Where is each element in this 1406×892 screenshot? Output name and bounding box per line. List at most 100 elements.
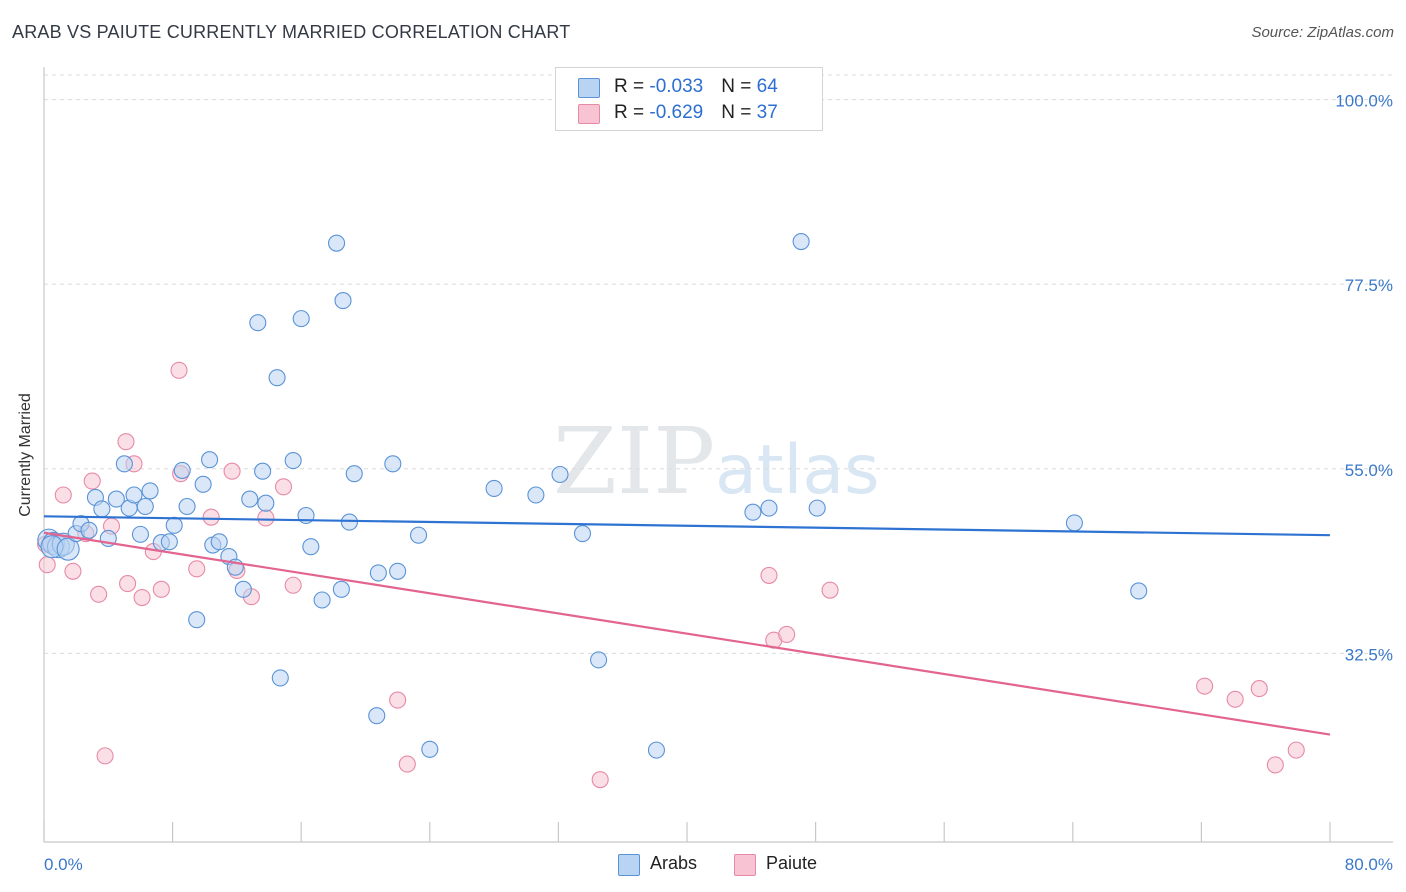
point-arabs	[292, 310, 310, 328]
point-paiute	[96, 747, 114, 765]
point-arabs	[173, 461, 191, 479]
point-arabs	[194, 475, 212, 493]
y-tick-label: 55.0%	[1345, 461, 1393, 480]
point-arabs	[201, 451, 219, 469]
point-paiute	[54, 486, 72, 504]
point-paiute	[760, 566, 778, 584]
point-paiute	[284, 576, 302, 594]
point-arabs	[808, 499, 826, 517]
point-paiute	[90, 585, 108, 603]
point-paiute	[1196, 677, 1214, 695]
axis-layer	[43, 67, 1393, 843]
tick-label-layer: 32.5% 55.0% 77.5% 100.0% 0.0% 80.0%	[44, 92, 1393, 874]
point-arabs	[313, 591, 331, 609]
y-tick-label: 77.5%	[1345, 276, 1393, 295]
legend-swatch-paiute	[734, 854, 756, 876]
point-paiute	[389, 691, 407, 709]
grid-layer	[44, 74, 1393, 654]
legend-label-paiute: Paiute	[766, 853, 818, 873]
watermark-zip: ZIP	[553, 408, 716, 515]
legend-swatch-arabs	[618, 854, 640, 876]
point-paiute	[778, 625, 796, 644]
trendline-paiute	[43, 531, 1331, 736]
point-paiute	[202, 508, 220, 526]
point-arabs	[384, 455, 402, 473]
point-paiute	[1287, 741, 1305, 759]
point-arabs	[744, 503, 762, 521]
point-paiute	[1266, 756, 1284, 774]
point-paiute	[188, 560, 206, 578]
point-arabs	[485, 479, 503, 497]
point-arabs	[340, 513, 358, 531]
point-arabs	[257, 494, 275, 512]
legend-n-label: N =	[721, 76, 757, 97]
point-paiute	[1250, 680, 1268, 698]
point-arabs	[234, 580, 252, 598]
point-arabs	[271, 669, 289, 687]
point-paiute	[257, 509, 275, 527]
point-paiute	[398, 755, 416, 773]
point-arabs	[56, 537, 80, 561]
point-arabs	[334, 292, 352, 310]
y-tick-label: 32.5%	[1345, 645, 1393, 664]
point-paiute	[152, 580, 170, 598]
point-arabs	[1065, 514, 1083, 532]
point-arabs	[345, 465, 363, 483]
point-arabs	[93, 500, 111, 518]
legend-n-label: N =	[721, 102, 757, 123]
point-arabs	[302, 538, 320, 556]
point-paiute	[170, 361, 188, 379]
point-arabs	[573, 525, 592, 543]
point-paiute	[64, 562, 82, 580]
trend-layer	[43, 515, 1331, 736]
point-arabs	[178, 497, 196, 516]
point-arabs	[1130, 582, 1148, 600]
x-tick-label: 80.0%	[1345, 855, 1393, 874]
point-arabs	[188, 611, 206, 629]
point-paiute	[223, 462, 241, 480]
point-paiute	[117, 433, 135, 451]
legend-n-value: 37	[756, 102, 778, 123]
chart-title: ARAB VS PAIUTE CURRENTLY MARRIED CORRELA…	[12, 22, 571, 42]
point-arabs	[551, 465, 569, 484]
point-arabs	[284, 452, 302, 470]
point-paiute	[38, 556, 56, 574]
point-paiute	[133, 588, 151, 607]
point-paiute	[1226, 690, 1244, 708]
point-arabs	[792, 232, 810, 251]
legend-r-label: R =	[614, 76, 650, 97]
point-arabs	[421, 740, 439, 758]
point-arabs	[107, 490, 125, 508]
point-arabs	[760, 499, 778, 517]
legend-swatch-paiute	[578, 104, 600, 124]
point-paiute	[591, 771, 609, 789]
point-arabs	[389, 562, 407, 580]
correlation-legend: R = -0.033 N = 64 R = -0.629 N = 37	[555, 67, 823, 131]
legend-n-value: 64	[756, 76, 778, 97]
point-arabs	[131, 525, 149, 543]
point-arabs	[165, 516, 183, 534]
point-paiute	[821, 581, 839, 599]
legend-r-value: -0.033	[649, 76, 704, 97]
legend-r-label: R =	[614, 102, 650, 123]
legend-swatch-arabs	[578, 78, 600, 98]
point-arabs	[254, 462, 272, 480]
x-tick-label: 0.0%	[44, 855, 83, 874]
point-arabs	[647, 741, 666, 759]
point-paiute	[83, 472, 101, 490]
y-tick-label: 100.0%	[1335, 92, 1393, 111]
point-arabs	[368, 707, 386, 725]
watermark: ZIPatlas	[553, 408, 880, 515]
point-arabs	[332, 580, 350, 598]
trendline-arabs	[43, 515, 1331, 537]
point-arabs	[141, 482, 159, 500]
point-arabs	[268, 369, 286, 387]
point-arabs	[80, 521, 98, 539]
legend-r-value: -0.629	[649, 102, 704, 123]
point-paiute	[274, 478, 293, 496]
point-arabs	[210, 533, 228, 551]
points-layer	[37, 232, 1305, 789]
point-arabs	[115, 455, 133, 473]
point-arabs	[369, 564, 387, 582]
